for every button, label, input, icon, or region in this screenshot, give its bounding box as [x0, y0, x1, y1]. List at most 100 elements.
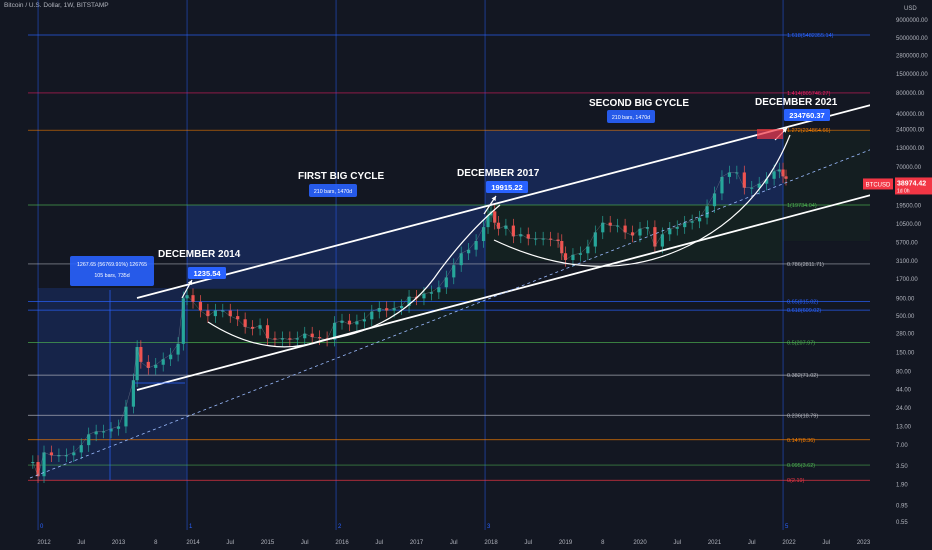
candle-body — [236, 316, 240, 320]
candle-body — [645, 227, 650, 229]
time-tick-label: 2022 — [782, 540, 796, 546]
candle-body — [49, 452, 54, 456]
candle-body — [400, 305, 404, 309]
price-tag-1235: 1235.54 — [193, 269, 221, 278]
price-tick-label: 0.55 — [896, 520, 908, 526]
price-tick-label: 280.00 — [896, 332, 915, 338]
channel-lower-line — [136, 189, 891, 391]
candle-body — [191, 295, 195, 302]
candle-body — [526, 234, 530, 239]
candle-body — [784, 176, 788, 179]
price-tick-label: 500.00 — [896, 314, 915, 320]
symbol-tag: BTCUSD — [866, 182, 891, 188]
price-tick-label: 0.95 — [896, 503, 908, 509]
candle-body — [444, 277, 448, 288]
candle-body — [392, 308, 396, 311]
candle-body — [340, 320, 344, 323]
time-tick-label: 2017 — [410, 540, 424, 546]
fib-level-label: 0(2.19) — [787, 478, 805, 484]
candle-body — [131, 380, 135, 407]
candle-body — [146, 361, 150, 368]
candle-body — [36, 462, 40, 477]
price-tick-label: 130000.00 — [896, 146, 925, 152]
candle-body — [228, 310, 232, 317]
symbol-tag-bg — [863, 178, 893, 190]
candle-body — [560, 241, 564, 254]
candle-body — [154, 364, 158, 368]
candle-body — [742, 172, 746, 188]
candle-body — [750, 187, 754, 189]
candle-body — [496, 222, 501, 229]
candle-body — [185, 295, 189, 299]
target-zone — [757, 129, 783, 139]
price-tick-label: 9000000.00 — [896, 18, 928, 24]
candle-body — [504, 225, 508, 229]
time-tick-label: 2023 — [857, 540, 871, 546]
price-axis-bg — [870, 0, 932, 550]
time-tick-label: 2014 — [186, 540, 200, 546]
fib-level-label: 1(19734.04) — [787, 203, 817, 209]
time-tick-label: 8 — [601, 540, 605, 546]
time-tick-label: Jul — [301, 540, 309, 546]
fib-level-label: 0.786(2811.71) — [787, 262, 824, 268]
candle-body — [57, 455, 61, 457]
price-tick-label: 1700.00 — [896, 277, 918, 283]
candle-body — [519, 234, 523, 237]
candle-body — [623, 225, 627, 233]
candle-body — [660, 234, 664, 247]
measure-text-0b: 105 bars, 735d — [94, 273, 129, 279]
price-tag-19915-bg — [486, 181, 528, 193]
price-tick-label: 150.00 — [896, 351, 915, 357]
price-tick-label: 3.50 — [896, 464, 908, 470]
candle-body — [422, 293, 426, 299]
fib-level-label: 0.236(18.79) — [787, 413, 818, 419]
cycle-arc-1-up — [439, 204, 501, 271]
heading-dec-2014: DECEMBER 2014 — [158, 249, 241, 260]
candle-body — [310, 333, 314, 338]
fib-level-label: 0.5(207.97) — [787, 341, 815, 347]
candle-body — [72, 452, 76, 456]
arrow-2014-head — [187, 280, 192, 285]
candle-body — [116, 426, 121, 429]
candle-body — [206, 310, 210, 317]
price-tick-label: 400000.00 — [896, 112, 925, 118]
candle-body — [534, 238, 538, 240]
time-tick-label: 8 — [154, 540, 158, 546]
candle-body — [213, 310, 217, 317]
candle-body — [601, 222, 605, 233]
time-tick-label: Jul — [748, 540, 756, 546]
price-tick-label: 7.00 — [896, 443, 908, 449]
candle-body — [139, 346, 143, 362]
cycle-marker-label: 1 — [189, 524, 193, 530]
cycle-box-3 — [783, 130, 870, 242]
time-tick-label: 2013 — [112, 540, 126, 546]
price-tick-label: 3100.00 — [896, 259, 918, 265]
candle-body — [265, 325, 270, 339]
cycle-marker-label: 0 — [40, 524, 44, 530]
candle-body — [362, 319, 366, 322]
candle-body — [511, 225, 515, 237]
candle-body — [64, 455, 68, 457]
candle-body — [549, 238, 553, 240]
candle-body — [251, 326, 255, 329]
time-tick-label: 2021 — [708, 540, 722, 546]
price-tag-19915: 19915.22 — [491, 183, 522, 192]
candle-body — [198, 301, 203, 311]
cycle-box-0 — [38, 288, 188, 481]
price-tag-234760-bg — [784, 109, 830, 121]
candle-body — [765, 178, 769, 184]
last-price-label: 38974.42 — [897, 180, 926, 187]
time-tick-label: Jul — [450, 540, 458, 546]
price-tick-label: 19500.00 — [896, 203, 922, 209]
time-tick-label: Jul — [822, 540, 830, 546]
candle-body — [181, 298, 185, 344]
time-tick-label: Jul — [673, 540, 681, 546]
candle-body — [698, 217, 702, 222]
candle-body — [777, 169, 781, 172]
fib-level-label: 1.618(5482355.14) — [787, 33, 834, 39]
arrow-2017-head — [491, 196, 496, 201]
time-tick-label: 2012 — [37, 540, 51, 546]
candle-body — [493, 211, 497, 223]
candle-body — [280, 338, 284, 340]
